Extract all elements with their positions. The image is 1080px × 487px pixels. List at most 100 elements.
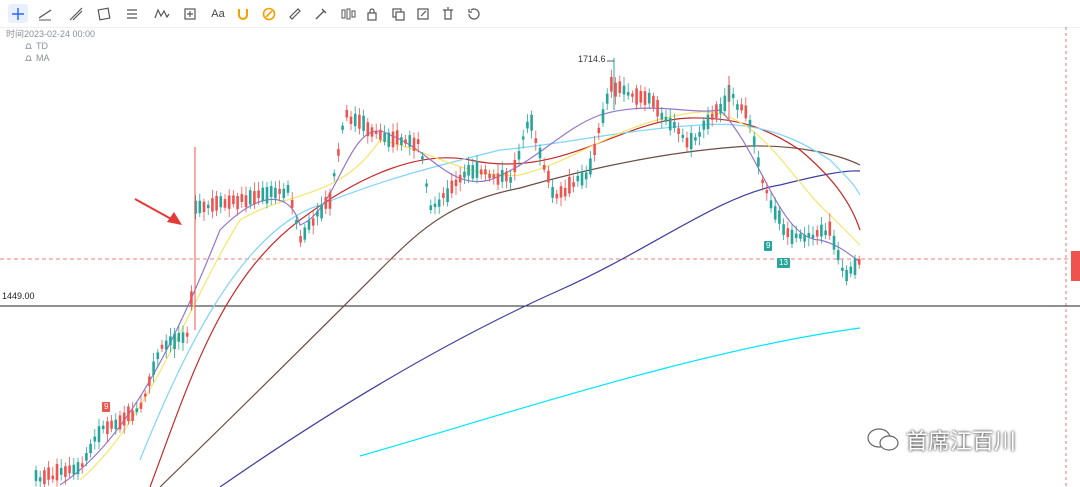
candle <box>362 115 365 131</box>
candle <box>794 233 798 239</box>
measure-icon[interactable] <box>180 4 200 23</box>
candle <box>395 130 399 145</box>
edit-icon[interactable] <box>413 4 433 23</box>
candle <box>740 104 743 111</box>
candle <box>261 187 265 201</box>
candle <box>135 408 139 413</box>
candles-icon[interactable] <box>338 4 358 23</box>
candle <box>295 219 298 224</box>
candle <box>803 234 806 242</box>
candlestick-chart[interactable] <box>0 27 1080 487</box>
candle <box>853 258 857 276</box>
lock-icon[interactable] <box>362 4 382 23</box>
candle <box>353 113 357 127</box>
brush-icon[interactable] <box>311 4 331 23</box>
candle <box>93 436 97 442</box>
candle <box>278 188 281 194</box>
magnet-strong-icon[interactable] <box>259 4 279 23</box>
ma60-line <box>159 145 861 487</box>
candle <box>786 228 790 238</box>
candle <box>400 137 403 146</box>
candle <box>194 200 197 214</box>
candle <box>492 174 496 179</box>
candle <box>656 99 659 117</box>
candle <box>765 190 769 194</box>
copy-icon[interactable] <box>388 4 408 23</box>
candle <box>828 221 832 236</box>
peak-price-label: 1714.6 <box>578 54 606 64</box>
candle <box>761 179 764 184</box>
candle <box>358 114 361 129</box>
candle <box>820 224 823 237</box>
candle <box>433 203 437 208</box>
candle <box>723 95 727 112</box>
candle <box>139 402 143 409</box>
candle <box>463 171 466 178</box>
candle <box>757 157 760 167</box>
price-tag <box>1071 251 1080 281</box>
candle <box>257 190 260 198</box>
indicator-td[interactable]: TD <box>6 40 95 52</box>
candle <box>622 85 626 95</box>
candle <box>450 180 454 194</box>
candle <box>841 267 844 271</box>
candle <box>328 192 332 209</box>
candle <box>383 132 386 142</box>
indicator-ma-label: MA <box>36 53 50 63</box>
candle <box>664 116 668 122</box>
trash-icon[interactable] <box>438 4 458 23</box>
candle <box>547 170 550 183</box>
candle <box>832 235 836 250</box>
candle <box>799 233 802 239</box>
candle <box>584 172 588 180</box>
candle <box>437 199 441 207</box>
candle <box>500 170 504 182</box>
candle <box>337 149 340 156</box>
candle <box>706 114 710 130</box>
candle <box>341 125 344 130</box>
candle <box>698 132 701 137</box>
ruler-icon[interactable] <box>285 4 305 23</box>
candle <box>643 91 647 105</box>
magnet-icon[interactable] <box>233 4 253 23</box>
candle <box>169 336 172 346</box>
text-icon[interactable]: Aa <box>211 7 225 20</box>
candle <box>148 376 151 387</box>
candle <box>748 119 752 126</box>
candle <box>677 128 680 135</box>
ray-icon[interactable] <box>66 4 86 23</box>
candle <box>72 464 76 475</box>
watermark: 首席江百川 <box>866 424 1016 456</box>
history-icon[interactable] <box>464 4 484 23</box>
candle <box>446 188 449 203</box>
trend-line-icon[interactable] <box>35 4 55 23</box>
candle <box>555 193 559 199</box>
candle <box>370 127 374 137</box>
candle <box>475 160 479 178</box>
annotation-arrow <box>134 198 182 225</box>
wave-pattern-icon[interactable] <box>152 4 172 23</box>
candle <box>534 138 538 143</box>
candle <box>580 171 584 186</box>
candle <box>597 127 601 134</box>
crosshair-icon[interactable] <box>8 4 28 23</box>
indicator-ma[interactable]: MA <box>6 52 95 64</box>
candle <box>253 191 256 205</box>
candle <box>631 93 634 97</box>
candle <box>744 105 748 119</box>
candle <box>442 193 445 198</box>
candle <box>484 169 487 175</box>
candle <box>421 156 424 160</box>
candle <box>807 232 811 238</box>
candle <box>68 465 71 474</box>
td-badge: 9 <box>102 402 111 412</box>
candle <box>458 174 462 183</box>
candle <box>836 250 840 261</box>
candle <box>416 139 420 145</box>
candle <box>156 352 160 360</box>
candle <box>211 198 214 212</box>
fibonacci-icon[interactable] <box>122 4 142 23</box>
rectangle-icon[interactable] <box>94 4 114 23</box>
candle <box>274 187 277 199</box>
candle <box>505 171 508 182</box>
